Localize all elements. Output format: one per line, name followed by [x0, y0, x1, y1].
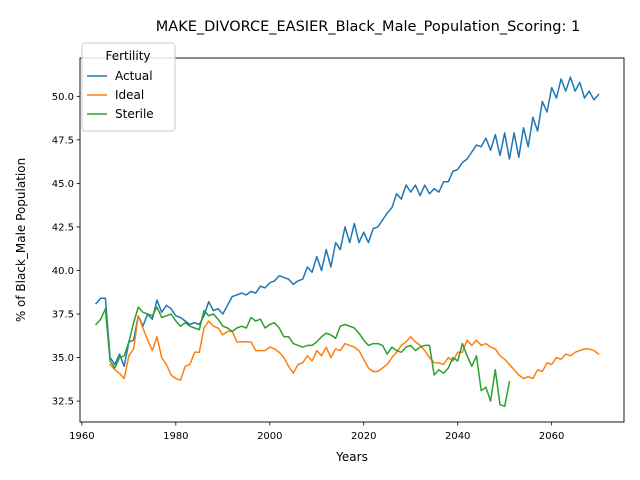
y-axis: 32.5 35.0 37.5 40.0 42.5 45.0 47.5 50.0 [52, 92, 80, 408]
y-tick-label: 45.0 [52, 179, 74, 190]
y-axis-label: % of Black_Male Population [14, 158, 28, 322]
series-line-actual [94, 76, 600, 368]
x-tick-label: 2020 [351, 431, 376, 442]
y-tick-label: 50.0 [52, 92, 74, 103]
legend-label-actual: Actual [115, 69, 153, 83]
y-tick-label: 35.0 [52, 353, 74, 364]
chart-title: MAKE_DIVORCE_EASIER_Black_Male_Populatio… [156, 19, 580, 35]
y-tick-label: 47.5 [52, 135, 74, 146]
x-tick-label: 1960 [69, 431, 94, 442]
legend-title: Fertility [105, 49, 150, 63]
y-tick-label: 32.5 [52, 397, 74, 408]
y-tick-label: 37.5 [52, 310, 74, 321]
x-tick-label: 2060 [539, 431, 564, 442]
y-tick-label: 42.5 [52, 223, 74, 234]
x-tick-label: 1980 [163, 431, 188, 442]
legend-label-sterile: Sterile [115, 107, 154, 121]
legend: Fertility Actual Ideal Sterile [81, 42, 176, 132]
legend-label-ideal: Ideal [115, 88, 144, 102]
x-axis: 1960 1980 2000 2020 2040 2060 [69, 422, 564, 442]
x-tick-label: 2040 [445, 431, 470, 442]
x-tick-label: 2000 [257, 431, 282, 442]
series-line-sterile [94, 306, 511, 408]
series-layer [94, 76, 600, 408]
x-axis-label: Years [335, 450, 368, 464]
series-line-ideal [109, 315, 600, 381]
plot-frame [79, 57, 625, 423]
legend-box [81, 42, 176, 132]
y-tick-label: 40.0 [52, 266, 74, 277]
